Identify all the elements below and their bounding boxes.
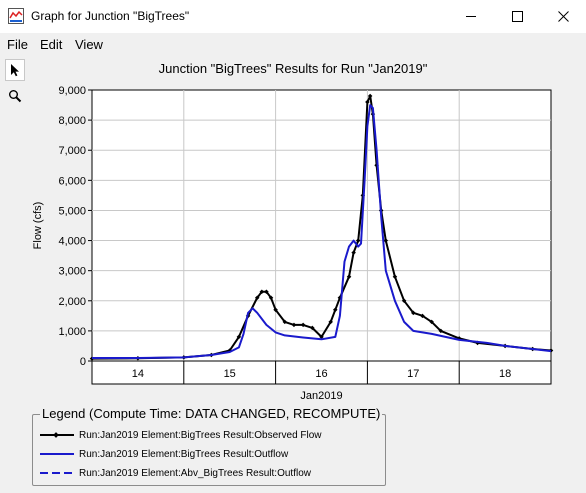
legend-title: Legend (Compute Time: DATA CHANGED, RECO… [40, 406, 383, 421]
x-tick-label: 17 [407, 368, 419, 380]
pointer-icon [11, 64, 19, 77]
data-point [259, 289, 265, 295]
data-point [346, 274, 352, 279]
minimize-button[interactable] [448, 0, 494, 33]
data-point [268, 295, 274, 301]
data-point [420, 313, 425, 319]
y-tick-label: 8,000 [58, 115, 86, 127]
maximize-icon [511, 11, 523, 22]
data-point [254, 295, 260, 301]
flow-chart: 0 1,000 2,000 3,000 4,000 5,000 6,000 7,000 8,00… [32, 85, 554, 402]
data-point [273, 307, 278, 313]
x-tick-label: 16 [315, 368, 327, 380]
maximize-button[interactable] [494, 0, 540, 33]
window-title: Graph for Junction "BigTrees" [31, 9, 190, 23]
x-tick-label: 15 [224, 368, 236, 380]
data-point [411, 310, 416, 316]
legend-label-outflow: Run:Jan2019 Element:BigTrees Result:Outf… [79, 448, 289, 460]
menu-file[interactable]: File [7, 37, 28, 52]
data-point [236, 334, 242, 340]
data-point [392, 274, 398, 279]
y-tick-label: 4,000 [58, 236, 86, 248]
y-tick-label: 9,000 [58, 85, 86, 97]
menu-bar: File Edit View [0, 34, 586, 56]
tool-strip [0, 56, 30, 116]
y-tick-label: 5,000 [58, 205, 86, 217]
data-point [333, 307, 338, 313]
x-axis-band [91, 360, 552, 385]
y-tick-label: 3,000 [58, 266, 86, 278]
zoom-tool-button[interactable] [5, 85, 25, 107]
close-button[interactable] [540, 0, 586, 33]
minimize-icon [465, 16, 476, 17]
chart-title: Junction "BigTrees" Results for Run "Jan… [158, 61, 428, 76]
x-tick-label: 18 [499, 368, 511, 380]
data-point [319, 334, 324, 340]
legend-entry-outflow: Run:Jan2019 Element:BigTrees Result:Outf… [39, 447, 288, 461]
menu-edit[interactable]: Edit [40, 37, 63, 52]
data-point [300, 322, 306, 328]
y-tick-label: 6,000 [58, 175, 86, 187]
data-point [328, 319, 333, 325]
data-point [291, 322, 297, 328]
data-point [429, 319, 434, 325]
zoom-icon [9, 90, 22, 103]
legend-entry-abv-outflow: Run:Jan2019 Element:Abv_BigTrees Result:… [39, 466, 311, 480]
data-point [282, 319, 288, 325]
close-icon [557, 11, 569, 22]
legend-label-abv-outflow: Run:Jan2019 Element:Abv_BigTrees Result:… [79, 467, 311, 479]
y-axis-label: Flow (cfs) [32, 202, 44, 250]
abv-outflow-swatch [40, 472, 74, 474]
x-axis-label: Jan2019 [300, 390, 342, 402]
app-icon [8, 8, 24, 24]
menu-view[interactable]: View [75, 37, 103, 52]
legend-label-observed: Run:Jan2019 Element:BigTrees Result:Obse… [79, 429, 322, 441]
legend: Legend (Compute Time: DATA CHANGED, RECO… [32, 406, 386, 486]
data-point [264, 289, 269, 295]
y-tick-label: 2,000 [58, 296, 86, 308]
outflow-swatch [40, 453, 74, 455]
legend-entry-observed: Run:Jan2019 Element:BigTrees Result:Obse… [39, 428, 322, 442]
data-point [401, 298, 407, 304]
data-point [438, 328, 444, 334]
x-tick-label: 14 [132, 368, 144, 380]
observed-flow-swatch [40, 432, 74, 438]
y-tick-label: 1,000 [58, 326, 86, 338]
series-line-1 [92, 104, 552, 359]
pointer-tool-button[interactable] [5, 59, 25, 81]
y-tick-label: 7,000 [58, 145, 86, 157]
plot-area [91, 89, 552, 362]
y-tick-label: 0 [80, 356, 86, 368]
title-bar: Graph for Junction "BigTrees" [0, 0, 586, 33]
data-point [310, 325, 315, 331]
